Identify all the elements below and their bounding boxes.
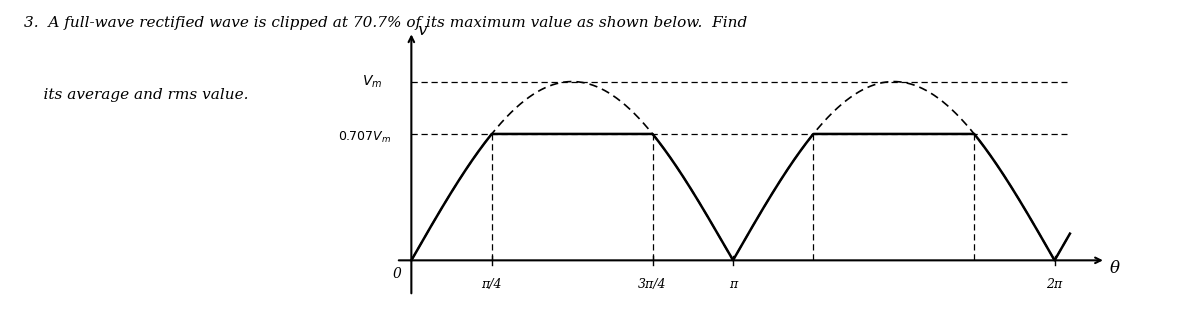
Text: 3.  A full-wave rectified wave is clipped at 70.7% of its maximum value as shown: 3. A full-wave rectified wave is clipped… <box>24 16 748 30</box>
Text: its average and rms value.: its average and rms value. <box>24 88 248 102</box>
Text: θ: θ <box>1110 260 1120 277</box>
Text: $0.707V_m$: $0.707V_m$ <box>337 130 391 145</box>
Text: π: π <box>728 278 737 291</box>
Text: π/4: π/4 <box>481 278 502 291</box>
Text: 0: 0 <box>392 267 402 281</box>
Text: v: v <box>418 22 427 39</box>
Text: 2π: 2π <box>1046 278 1063 291</box>
Text: $V_m$: $V_m$ <box>362 73 383 89</box>
Text: 3π/4: 3π/4 <box>638 278 667 291</box>
